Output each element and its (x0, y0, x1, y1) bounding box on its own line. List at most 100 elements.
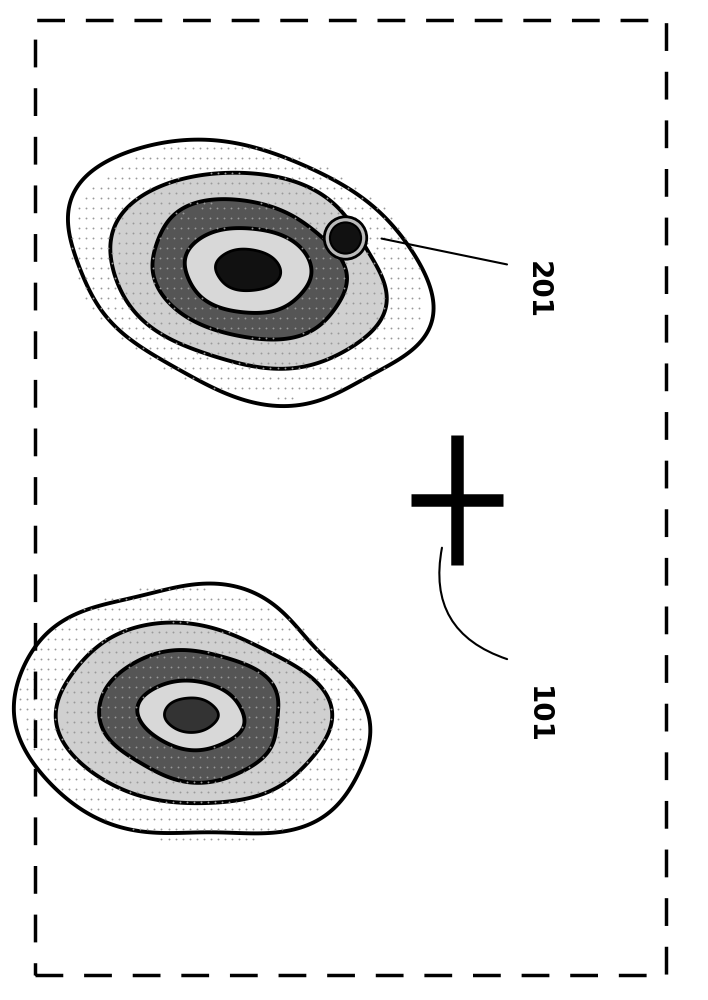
Point (319, 691, 330, 707)
Point (204, 210, 215, 226)
Point (333, 761, 344, 777)
Point (142, 801, 153, 817)
Point (269, 801, 280, 817)
Point (289, 220, 300, 236)
Point (116, 180, 127, 196)
Point (295, 694, 306, 710)
Point (227, 801, 238, 817)
Point (276, 611, 287, 627)
Point (246, 310, 258, 326)
Point (181, 634, 193, 650)
Point (286, 150, 297, 166)
Point (132, 764, 143, 780)
Point (180, 759, 191, 775)
Point (326, 215, 337, 231)
Point (347, 761, 358, 777)
Point (368, 275, 379, 291)
Point (258, 370, 269, 386)
Point (144, 669, 156, 685)
Point (253, 220, 265, 236)
Point (333, 781, 344, 797)
Point (312, 801, 323, 817)
Point (187, 749, 198, 765)
Point (67, 250, 78, 266)
Point (137, 320, 149, 336)
Point (152, 350, 163, 366)
Point (215, 370, 227, 386)
Point (253, 330, 265, 346)
Point (64, 661, 75, 677)
Point (127, 255, 139, 271)
Point (109, 290, 120, 306)
Point (319, 711, 330, 727)
Point (159, 669, 170, 685)
Point (252, 664, 263, 680)
Point (392, 320, 404, 336)
Point (283, 631, 295, 647)
Point (177, 325, 188, 341)
Point (286, 360, 297, 376)
Point (106, 791, 118, 807)
Point (96, 634, 108, 650)
Point (184, 811, 195, 827)
Point (326, 681, 337, 697)
Point (142, 581, 153, 597)
Point (85, 801, 96, 817)
Point (35, 651, 47, 667)
Point (142, 591, 153, 607)
Point (170, 195, 181, 211)
Point (259, 664, 270, 680)
Point (68, 694, 79, 710)
Point (297, 205, 309, 221)
Point (191, 175, 202, 191)
Point (109, 200, 120, 216)
Point (125, 654, 136, 670)
Point (232, 310, 244, 326)
Point (229, 360, 241, 376)
Point (116, 330, 127, 346)
Point (88, 220, 99, 236)
Point (142, 601, 153, 617)
Point (378, 230, 389, 246)
Point (289, 230, 300, 246)
Point (215, 140, 227, 156)
Point (144, 759, 156, 775)
Point (378, 330, 389, 346)
Point (120, 225, 132, 241)
Point (265, 160, 276, 176)
Point (103, 654, 115, 670)
Point (21, 671, 33, 687)
Point (99, 631, 110, 647)
Point (326, 345, 337, 361)
Point (146, 634, 157, 650)
Point (125, 634, 136, 650)
Point (208, 150, 219, 166)
Point (170, 335, 181, 351)
Point (229, 679, 241, 695)
Point (163, 295, 174, 311)
Point (368, 265, 379, 281)
Point (312, 325, 323, 341)
Point (173, 140, 184, 156)
Point (300, 180, 312, 196)
Point (81, 240, 92, 256)
Point (102, 280, 113, 296)
Point (95, 709, 106, 725)
Point (152, 160, 163, 176)
Point (255, 185, 266, 201)
Point (137, 739, 149, 755)
Point (293, 360, 304, 376)
Point (113, 591, 125, 607)
Point (219, 335, 231, 351)
Point (304, 325, 316, 341)
Point (286, 380, 297, 396)
Point (42, 641, 54, 657)
Point (163, 801, 174, 817)
Point (253, 310, 265, 326)
Point (268, 200, 279, 216)
Point (303, 320, 314, 336)
Point (75, 654, 86, 670)
Point (258, 709, 269, 725)
Point (194, 140, 205, 156)
Point (89, 754, 101, 770)
